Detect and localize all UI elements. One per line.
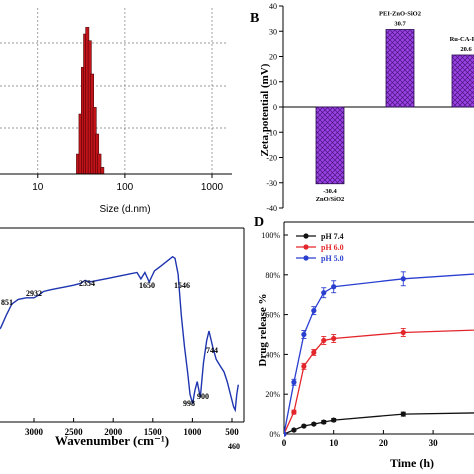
- legend-label: pH 6.0: [321, 243, 344, 252]
- peak-label: 900: [197, 392, 209, 401]
- data-point: [311, 421, 317, 427]
- data-point: [291, 427, 297, 433]
- x-tick-label: 2000: [104, 427, 123, 437]
- panel-d-drug-release: D 0% 20% 40% 60% 80% 100% 0 10 20 30 Time (h) Drug r…: [254, 215, 474, 470]
- plot-area: [284, 271, 474, 437]
- peak-label: 851: [1, 298, 13, 307]
- data-point: [331, 417, 337, 423]
- peak-label: 460: [228, 442, 240, 451]
- ftir-spectrum-line: [0, 255, 239, 413]
- y-tick-label: 0: [273, 103, 277, 112]
- x-axis-title: Time (h): [390, 456, 434, 470]
- zeta-bar: [315, 106, 345, 185]
- x-axis-title: Size (d.nm): [99, 204, 150, 215]
- legend-label: pH 5.0: [321, 254, 344, 263]
- legend-marker: [303, 244, 309, 250]
- peak-label: 2354: [79, 279, 95, 288]
- y-tick-label: 0%: [269, 430, 280, 439]
- size-bar: [100, 167, 105, 175]
- y-tick-label: 40: [269, 2, 277, 11]
- y-tick-label: 100%: [261, 231, 280, 240]
- data-point: [311, 308, 317, 314]
- y-tick-label: -40: [266, 204, 277, 213]
- y-axis-title: Drug release %: [257, 293, 269, 366]
- legend-marker: [303, 255, 309, 261]
- y-tick-label: -10: [266, 128, 277, 137]
- x-tick-label: 500: [225, 427, 239, 437]
- zeta-bar: [385, 29, 415, 108]
- y-tick-label: -30: [266, 179, 277, 188]
- data-point: [400, 276, 406, 282]
- data-point: [321, 290, 327, 296]
- data-point: [321, 337, 327, 344]
- data-point: [301, 363, 307, 369]
- y-tick-label: 80%: [265, 271, 280, 280]
- data-point: [301, 423, 307, 429]
- data-point: [311, 349, 317, 356]
- x-tick-label: 10: [32, 182, 44, 193]
- x-tick-label: 1000: [201, 182, 224, 193]
- peak-label: 1546: [174, 281, 190, 290]
- x-tick-label: 10: [329, 438, 339, 448]
- data-point: [284, 431, 287, 437]
- y-tick-label: -20: [266, 154, 277, 163]
- y-tick-label: 20%: [265, 390, 280, 399]
- y-tick-label: 40%: [265, 350, 280, 359]
- data-point: [400, 411, 406, 417]
- x-tick-label: 100: [117, 182, 134, 193]
- peak-label: 998: [183, 399, 195, 408]
- bar-value-label: -30.4: [323, 188, 337, 195]
- panel-label: B: [250, 11, 259, 26]
- y-axis-title: Zeta potential (mV): [259, 63, 271, 156]
- data-point: [400, 329, 406, 336]
- panel-b-zeta-potential: B 40 30 20 10 0 -10 -20 -30 -40 Zeta potential (mV…: [250, 2, 474, 213]
- bar-value-label: 30.7: [394, 20, 406, 27]
- legend-marker: [303, 233, 309, 239]
- x-tick-label: 3000: [25, 427, 44, 437]
- series-line: [284, 273, 474, 435]
- x-tick-label: 1500: [144, 427, 163, 437]
- data-point: [291, 409, 297, 415]
- y-tick-label: 60%: [265, 311, 280, 320]
- x-tick-label: 20: [379, 438, 389, 448]
- bar-name-label: PEI-ZnO-SiO2: [379, 10, 421, 17]
- series-line: [284, 329, 474, 435]
- peak-label: 2932: [26, 289, 42, 298]
- peak-label: 1650: [139, 281, 155, 290]
- x-tick-label: 2500: [65, 427, 84, 437]
- bar-value-label: 20.6: [460, 46, 472, 53]
- panel-a-size-distribution: 10 100 1000 Size (d.nm): [0, 8, 232, 215]
- x-tick-label: 1000: [183, 427, 202, 437]
- y-tick-label: 30: [269, 27, 277, 36]
- y-tick-label: 20: [269, 53, 277, 62]
- x-axis-title: Wavenumber (cm⁻¹): [55, 433, 169, 448]
- data-point: [291, 379, 297, 385]
- peak-label: 744: [206, 346, 218, 355]
- x-tick-label: 0: [282, 438, 287, 448]
- x-tick-label: 30: [429, 438, 439, 448]
- data-point: [321, 419, 327, 425]
- bar-name-label: Ru-CA-PEI: [450, 36, 474, 43]
- bar-name-label: ZnO/SiO2: [316, 196, 345, 203]
- data-point: [301, 331, 307, 338]
- zeta-bar: [451, 54, 474, 108]
- panel-label: D: [254, 215, 264, 230]
- panel-c-ftir-spectrum: 3000 2500 2000 1500 1000 500 Wavenumber (cm⁻¹)…: [0, 227, 245, 451]
- y-tick-label: 10: [269, 78, 277, 87]
- legend-label: pH 7.4: [321, 232, 344, 241]
- data-point: [331, 335, 337, 342]
- data-point: [331, 284, 337, 290]
